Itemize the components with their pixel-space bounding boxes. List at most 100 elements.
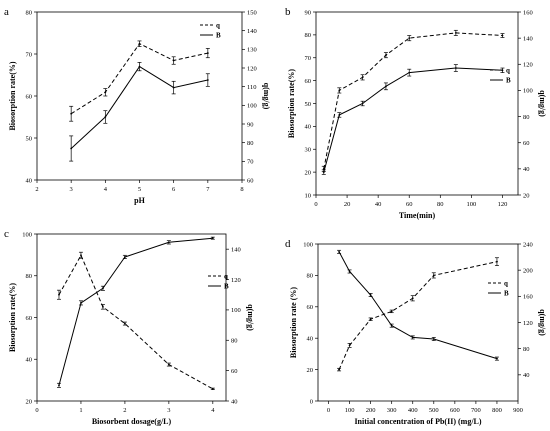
chart-c-series-B-point — [124, 256, 126, 258]
chart-c-series-q-point — [102, 305, 104, 308]
chart-b-y2-tick-label: 100 — [523, 88, 533, 95]
chart-a-y-tick-label: 50 — [26, 135, 33, 142]
chart-b-y-tick-label: 60 — [305, 78, 312, 85]
chart-d-series-B-point — [432, 338, 435, 340]
chart-b-series-B-point — [338, 114, 341, 116]
chart-c-series-B-point — [80, 301, 82, 304]
chart-d-series-B-point — [338, 250, 340, 253]
chart-a-y2-tick-label: 100 — [247, 103, 257, 110]
chart-c-legend-B-label: B — [224, 283, 229, 291]
chart-a-y2-tick-label: 110 — [247, 84, 257, 91]
chart-b-series-q-point — [361, 76, 364, 79]
chart-d-x-tick-label: 400 — [408, 407, 418, 414]
chart-d-series-q-line — [338, 261, 498, 370]
chart-c-series-q-point — [211, 387, 214, 390]
chart-b-y-tick-label: 30 — [305, 147, 312, 154]
chart-b-y2-tick-label: 80 — [523, 114, 530, 121]
chart-b-x-tick-label: 120 — [498, 201, 508, 208]
chart-b-y2-tick-label: 40 — [523, 166, 530, 173]
chart-b-x-tick-label: 20 — [344, 201, 351, 208]
chart-c-y-tick-label: 60 — [26, 315, 33, 322]
chart-c-y2-tick-label: 100 — [231, 307, 241, 314]
chart-b-series-B-point — [501, 69, 504, 72]
chart-d-x-tick-label: 100 — [345, 407, 355, 414]
chart-c-y-tick-label: 20 — [26, 398, 33, 405]
chart-d-series-q-point — [390, 310, 393, 313]
chart-d-y-tick-label: 0 — [310, 398, 313, 405]
chart-d-y2-tick-label: 160 — [523, 294, 533, 301]
chart-c-y-tick-label: 40 — [26, 357, 33, 364]
chart-a-y2-tick-label: 90 — [247, 121, 254, 128]
chart-c-x-tick-label: 4 — [211, 407, 215, 414]
chart-d-series-q-point — [411, 297, 414, 300]
chart-a-series-q-point — [70, 112, 73, 115]
chart-a-y2-tick-label: 140 — [247, 28, 257, 35]
chart-c-series-q-point — [80, 254, 82, 257]
chart-d-x-tick-label: 0 — [327, 407, 330, 414]
chart-a-x-tick-label: 5 — [138, 186, 141, 193]
chart-c-panel-label: c — [4, 228, 9, 240]
chart-b-y2-tick-label: 60 — [523, 140, 530, 147]
chart-d-y-axis-label: Biosorption rate (%) — [289, 287, 298, 358]
chart-c-series-q-point — [58, 293, 60, 296]
chart-a-series-q-line — [70, 43, 208, 115]
chart-a-y-tick-label: 80 — [26, 9, 33, 16]
chart-c-series-B-point — [58, 384, 60, 387]
chart-b-series-B-point — [322, 171, 325, 174]
chart-b-series-q-point — [408, 37, 411, 40]
chart-c-y2-tick-label: 120 — [231, 277, 241, 284]
chart-a-series-B-line — [70, 65, 208, 149]
chart-d-series-q-point — [369, 318, 372, 321]
chart-b-y2-tick-label: 120 — [523, 62, 533, 69]
chart-a-y2-tick-label: 60 — [247, 177, 254, 184]
chart-a-y2-tick-label: 70 — [247, 159, 254, 166]
chart-c-y-axis-label: Biosorption rate(%) — [8, 283, 17, 352]
chart-b-y-tick-label: 80 — [305, 32, 312, 39]
chart-a-y-tick-label: 70 — [26, 51, 33, 58]
chart-b-x-tick-label: 60 — [406, 201, 413, 208]
chart-d-y2-tick-label: 240 — [523, 241, 533, 248]
chart-c-y-tick-label: 80 — [26, 273, 33, 280]
chart-b-legend-B-label: B — [506, 77, 511, 85]
chart-a-series-B-point — [70, 147, 73, 150]
chart-d-legend-B-label: B — [504, 290, 509, 298]
chart-a-x-tick-label: 3 — [70, 186, 73, 193]
chart-d-series-q-point — [348, 344, 351, 347]
chart-a-y2-tick-label: 80 — [247, 140, 254, 147]
chart-a-series-B-point — [104, 116, 107, 118]
chart-a-panel-label: a — [4, 6, 9, 18]
chart-b-series-B-point — [361, 102, 364, 105]
chart-d-y2-tick-label: 200 — [523, 267, 533, 274]
chart-a-series-q-point — [206, 52, 209, 54]
chart-d-y2-tick-label: 80 — [523, 346, 530, 353]
chart-a-series-q-point — [104, 91, 107, 94]
chart-b-y2-tick-label: 160 — [523, 9, 533, 16]
chart-d-series-B-point — [496, 357, 498, 360]
chart-a-legend-q-label: q — [216, 22, 220, 30]
chart-b-y2-tick-label: 140 — [523, 35, 533, 42]
chart-b-x-tick-label: 100 — [467, 201, 477, 208]
chart-d-y2-tick-label: 40 — [523, 372, 530, 379]
chart-c-x-tick-label: 0 — [35, 407, 38, 414]
chart-b-y-axis-label: Biosorption rate(%) — [287, 69, 296, 138]
chart-b-series-B-point — [385, 85, 387, 88]
chart-a-series-q-point — [138, 42, 141, 45]
chart-d-y-tick-label: 100 — [303, 241, 313, 248]
chart-b-x-tick-label: 0 — [314, 201, 317, 208]
chart-b-frame — [315, 11, 519, 196]
chart-a-x-tick-label: 8 — [240, 186, 243, 193]
chart-d-y-tick-label: 60 — [307, 304, 314, 311]
chart-c-y2-axis-label: q(mg/g) — [246, 304, 255, 331]
chart-a-y2-axis-label: q(mg/g) — [262, 83, 271, 110]
chart-c-y2-tick-label: 140 — [231, 246, 241, 253]
chart-d-x-tick-label: 300 — [387, 407, 397, 414]
chart-b-series-B-point — [454, 67, 457, 69]
chart-b-x-tick-label: 80 — [437, 201, 444, 208]
chart-c-series-B-line — [58, 237, 213, 386]
chart-c-series-q-point — [167, 363, 170, 366]
chart-a-x-tick-label: 4 — [104, 186, 108, 193]
chart-b-y2-tick-label: 20 — [523, 192, 530, 199]
chart-b-legend-q-label: q — [506, 67, 510, 75]
chart-d-series-B-line — [338, 251, 498, 360]
